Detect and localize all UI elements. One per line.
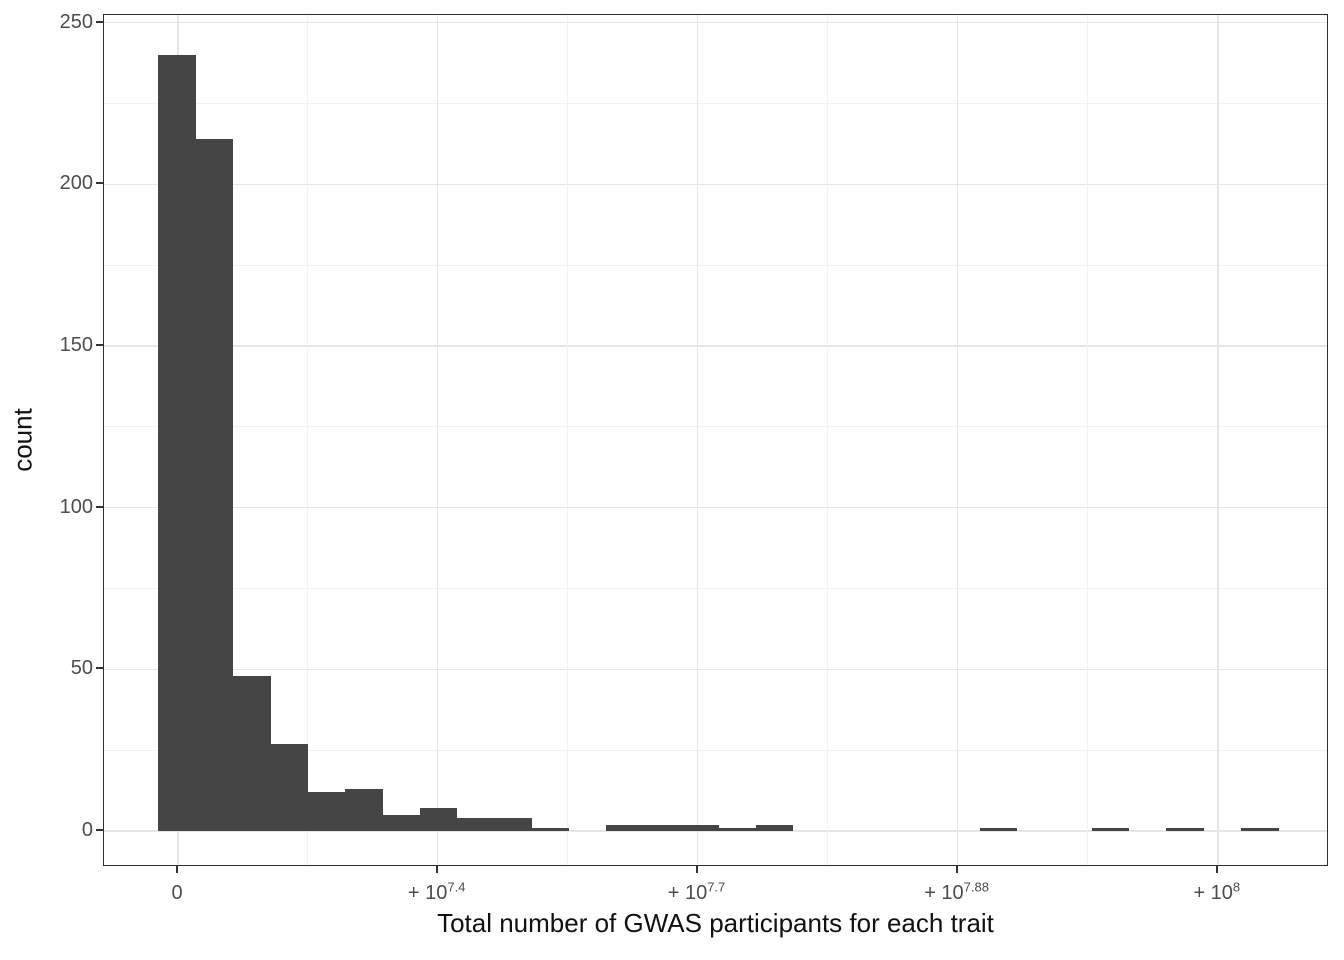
x-axis-tick-label: + 107.4 — [407, 879, 466, 904]
histogram-bar — [718, 827, 757, 831]
gridline-y-minor — [104, 749, 1327, 751]
gridline-x-major — [1217, 15, 1219, 865]
x-axis-tick-label: + 107.7 — [667, 879, 726, 904]
x-axis-tick — [1215, 866, 1218, 873]
x-axis-tick-label: + 108 — [1193, 879, 1241, 904]
y-axis-tick — [96, 20, 103, 23]
gridline-y-major — [104, 668, 1327, 671]
histogram-bar — [755, 824, 794, 831]
gridline-x-major — [436, 15, 439, 865]
gridline-x-major — [696, 15, 699, 865]
histogram-bar — [643, 824, 682, 831]
histogram-bar — [232, 675, 271, 831]
histogram-bar — [456, 818, 495, 831]
histogram-bar — [606, 824, 645, 831]
gridline-y-major — [104, 506, 1327, 509]
y-axis-tick — [96, 829, 103, 831]
x-axis-tick — [176, 866, 178, 873]
histogram-bar — [158, 55, 197, 831]
histogram-bar — [1166, 827, 1205, 831]
histogram-bar — [382, 814, 421, 831]
gridline-y-minor — [104, 264, 1327, 266]
y-axis-tick — [96, 344, 103, 347]
x-axis-tick-label: 0 — [171, 882, 183, 904]
y-axis-tick — [96, 667, 103, 670]
gridline-y-major — [104, 345, 1327, 347]
gridline-y-minor — [104, 588, 1327, 589]
y-axis-tick-label: 0 — [81, 819, 93, 841]
y-axis-tick-label: 150 — [59, 334, 93, 357]
histogram-bar — [307, 792, 346, 831]
gridline-y-major — [104, 21, 1327, 24]
histogram-bar — [494, 818, 533, 831]
x-axis-tick — [695, 866, 698, 873]
gridline-x-minor — [307, 15, 309, 865]
x-axis-tick — [435, 866, 438, 873]
gridline-x-minor — [1087, 15, 1089, 865]
plot-panel — [103, 14, 1328, 866]
x-axis-title: Total number of GWAS participants for ea… — [437, 908, 994, 938]
gridline-y-major — [104, 830, 1327, 832]
histogram-bar — [419, 808, 458, 831]
gridline-x-minor — [827, 15, 829, 865]
gridline-y-major — [104, 183, 1327, 186]
histogram-bar — [531, 827, 570, 831]
y-axis-tick-label: 250 — [59, 10, 93, 33]
x-axis-tick-exponent: 7.7 — [707, 879, 726, 895]
x-axis-tick — [955, 866, 958, 873]
histogram-bar — [270, 743, 309, 831]
gridline-y-minor — [104, 103, 1327, 105]
gridline-x-major — [956, 15, 959, 865]
histogram-bar — [979, 827, 1018, 831]
x-axis-tick-exponent: 7.4 — [447, 879, 466, 895]
y-axis-tick — [96, 182, 103, 185]
x-axis-tick-label: + 107.88 — [924, 879, 989, 904]
histogram-bar — [195, 139, 234, 831]
gridline-y-minor — [104, 426, 1327, 428]
x-axis-tick-exponent: 8 — [1232, 879, 1241, 895]
histogram-bar — [344, 788, 383, 831]
y-axis-tick — [96, 505, 103, 508]
x-axis-tick-exponent: 7.88 — [963, 879, 989, 895]
y-axis-tick-label: 100 — [59, 495, 93, 518]
histogram-bar — [1091, 827, 1130, 831]
y-axis-title: count — [7, 408, 38, 472]
y-axis-tick-label: 50 — [70, 657, 93, 680]
y-axis-tick-label: 200 — [59, 172, 93, 195]
histogram-bar — [1240, 827, 1279, 831]
gridline-x-minor — [567, 15, 569, 865]
histogram-bar — [680, 824, 719, 831]
